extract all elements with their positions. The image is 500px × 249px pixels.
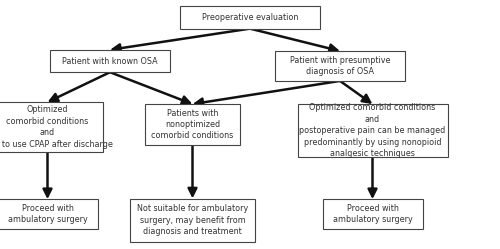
Text: Patient with known OSA: Patient with known OSA [62,57,158,65]
FancyBboxPatch shape [322,199,422,229]
FancyBboxPatch shape [0,102,102,152]
FancyBboxPatch shape [145,104,240,145]
FancyBboxPatch shape [130,199,255,242]
Text: Patient with presumptive
diagnosis of OSA: Patient with presumptive diagnosis of OS… [290,56,390,76]
Text: Optimized
comorbid conditions
and
able to use CPAP after discharge: Optimized comorbid conditions and able t… [0,105,113,149]
Text: Proceed with
ambulatory surgery: Proceed with ambulatory surgery [332,204,412,224]
Text: Preoperative evaluation: Preoperative evaluation [202,13,298,22]
Text: Patients with
nonoptimized
comorbid conditions: Patients with nonoptimized comorbid cond… [152,109,234,140]
FancyBboxPatch shape [298,104,448,158]
FancyBboxPatch shape [275,51,405,81]
Text: Optimized comorbid conditions
and
postoperative pain can be managed
predominantl: Optimized comorbid conditions and postop… [300,103,446,158]
FancyBboxPatch shape [180,6,320,29]
FancyBboxPatch shape [0,199,98,229]
Text: Not suitable for ambulatory
surgery, may benefit from
diagnosis and treatment: Not suitable for ambulatory surgery, may… [137,204,248,236]
FancyBboxPatch shape [50,50,170,72]
Text: Proceed with
ambulatory surgery: Proceed with ambulatory surgery [8,204,87,224]
